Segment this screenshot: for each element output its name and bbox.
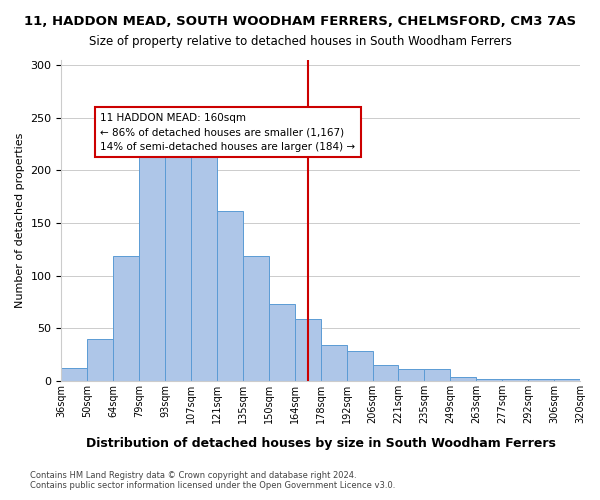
Bar bbox=[424, 370, 451, 381]
Bar bbox=[476, 378, 502, 381]
Text: 11, HADDON MEAD, SOUTH WOODHAM FERRERS, CHELMSFORD, CM3 7AS: 11, HADDON MEAD, SOUTH WOODHAM FERRERS, … bbox=[24, 15, 576, 28]
Bar bbox=[269, 304, 295, 381]
Text: Size of property relative to detached houses in South Woodham Ferrers: Size of property relative to detached ho… bbox=[89, 35, 511, 48]
Text: Contains HM Land Registry data © Crown copyright and database right 2024.
Contai: Contains HM Land Registry data © Crown c… bbox=[30, 470, 395, 490]
Bar bbox=[61, 368, 88, 381]
Bar bbox=[88, 339, 113, 381]
Bar bbox=[243, 256, 269, 381]
Bar bbox=[191, 152, 217, 381]
Bar bbox=[398, 370, 424, 381]
Bar bbox=[528, 378, 554, 381]
Text: 11 HADDON MEAD: 160sqm
← 86% of detached houses are smaller (1,167)
14% of semi-: 11 HADDON MEAD: 160sqm ← 86% of detached… bbox=[100, 112, 355, 152]
Bar bbox=[165, 137, 191, 381]
Bar bbox=[373, 365, 398, 381]
Bar bbox=[554, 378, 580, 381]
Bar bbox=[502, 378, 528, 381]
Bar bbox=[139, 150, 165, 381]
Y-axis label: Number of detached properties: Number of detached properties bbox=[15, 132, 25, 308]
Bar bbox=[295, 319, 321, 381]
Bar bbox=[451, 376, 476, 381]
Bar bbox=[347, 352, 373, 381]
Bar bbox=[113, 256, 139, 381]
Bar bbox=[217, 212, 243, 381]
X-axis label: Distribution of detached houses by size in South Woodham Ferrers: Distribution of detached houses by size … bbox=[86, 437, 556, 450]
Bar bbox=[321, 345, 347, 381]
